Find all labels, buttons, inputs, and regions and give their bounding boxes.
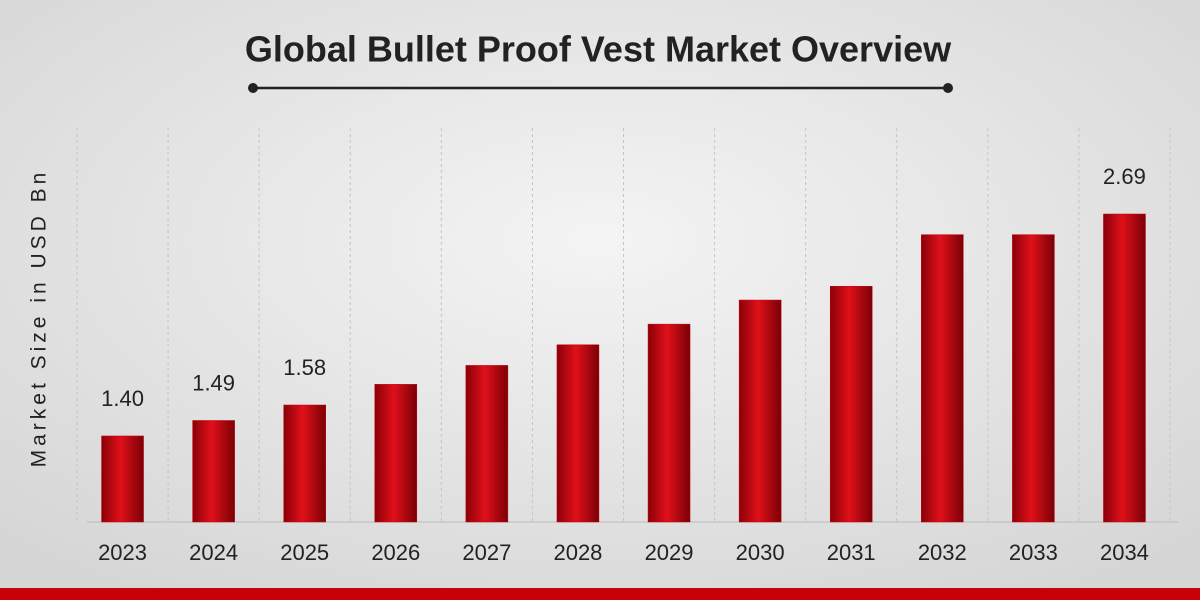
x-tick-label: 2028 — [553, 540, 602, 565]
bar — [647, 323, 691, 523]
value-label: 2.69 — [1103, 164, 1146, 189]
value-label: 1.40 — [101, 386, 144, 411]
value-label: 1.49 — [192, 370, 235, 395]
bar — [192, 420, 235, 523]
bar — [1103, 213, 1146, 523]
x-tick-label: 2031 — [827, 540, 876, 565]
bar — [101, 435, 144, 523]
footer-stripe — [0, 588, 1200, 600]
x-tick-label: 2024 — [189, 540, 238, 565]
underline-dot — [248, 83, 258, 93]
x-tick-label: 2023 — [98, 540, 147, 565]
bar — [465, 365, 509, 523]
bar — [829, 286, 873, 523]
x-tick-label: 2032 — [918, 540, 967, 565]
y-axis-label: Market Size in USD Bn — [28, 169, 51, 468]
bar — [283, 404, 326, 523]
bar — [374, 384, 418, 523]
x-tick-label: 2034 — [1100, 540, 1149, 565]
value-label: 1.58 — [283, 355, 326, 380]
x-tick-label: 2030 — [736, 540, 785, 565]
x-tick-label: 2029 — [645, 540, 694, 565]
chart-title: Global Bullet Proof Vest Market Overview — [245, 29, 952, 70]
bar — [738, 299, 782, 523]
x-tick-label: 2027 — [462, 540, 511, 565]
x-tick-label: 2026 — [371, 540, 420, 565]
x-tick-label: 2025 — [280, 540, 329, 565]
bar — [556, 344, 600, 523]
x-tick-label: 2033 — [1009, 540, 1058, 565]
bar — [921, 234, 964, 523]
underline-dot — [943, 83, 953, 93]
bar — [1012, 234, 1055, 523]
